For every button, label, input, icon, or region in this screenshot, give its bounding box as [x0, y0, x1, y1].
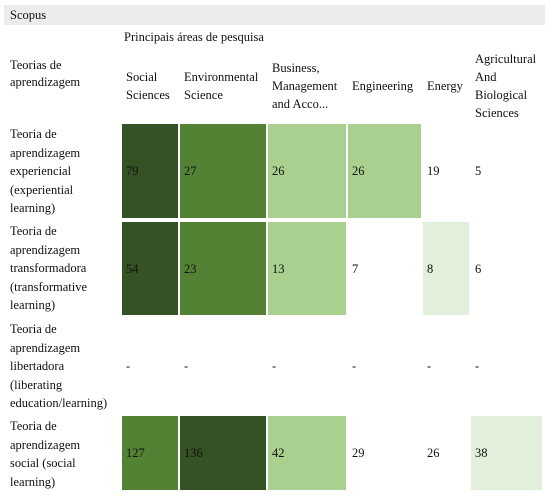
column-header-text: Social Sciences [126, 70, 170, 102]
table-cell: 6 [471, 222, 542, 315]
column-header-2: Business, Management and Acco... [272, 46, 348, 126]
column-header-4: Energy [427, 46, 471, 126]
table-cell: 27 [180, 124, 266, 218]
table-cell: 26 [348, 124, 421, 218]
column-header-3: Engineering [352, 46, 423, 126]
column-header-text: Energy [427, 79, 463, 93]
row-header-label: Teorias de aprendizagem [10, 58, 81, 89]
table-cell: - [180, 319, 266, 412]
table-cell: 79 [122, 124, 178, 218]
visual-title-bar: Scopus [4, 5, 545, 25]
table-cell: - [122, 319, 178, 412]
table-cell: 19 [423, 124, 469, 218]
column-group-caption: Principais áreas de pesquisa [124, 30, 264, 44]
table-cell: 54 [122, 222, 178, 315]
row-label-0: Teoria de aprendizagem experiencial (experi… [10, 127, 81, 215]
row-label-1: Teoria de aprendizagem transformadora (tran… [10, 224, 88, 312]
table-cell: 127 [122, 416, 178, 490]
table-cell: 26 [423, 416, 469, 490]
table-cell: 5 [471, 124, 542, 218]
column-header-text: Engineering [352, 79, 414, 93]
column-header-text: Business, Management and Acco... [272, 61, 338, 111]
table-cell: 8 [423, 222, 469, 315]
table-cell: - [471, 319, 542, 412]
table-cell: 29 [348, 416, 421, 490]
column-header-5: Agricultural And Biological Sciences [475, 46, 544, 126]
table-cell: 23 [180, 222, 266, 315]
table-cell: 42 [268, 416, 346, 490]
column-header-0: Social Sciences [126, 46, 180, 126]
table-cell: 7 [348, 222, 421, 315]
visual-title: Scopus [10, 8, 47, 22]
table-cell: 38 [471, 416, 542, 490]
row-label-3: Teoria de aprendizagem social (social learn… [10, 419, 81, 489]
row-label-2: Teoria de aprendizagem libertadora (liberat… [10, 322, 108, 410]
table-cell: - [423, 319, 469, 412]
table-cell: - [348, 319, 421, 412]
table-cell: - [268, 319, 346, 412]
column-header-1: Environmental Science [184, 46, 268, 126]
table-cell: 13 [268, 222, 346, 315]
table-cell: 136 [180, 416, 266, 490]
column-header-text: Environmental Science [184, 70, 259, 102]
table-cell: 26 [268, 124, 346, 218]
column-header-text: Agricultural And Biological Sciences [475, 52, 537, 120]
